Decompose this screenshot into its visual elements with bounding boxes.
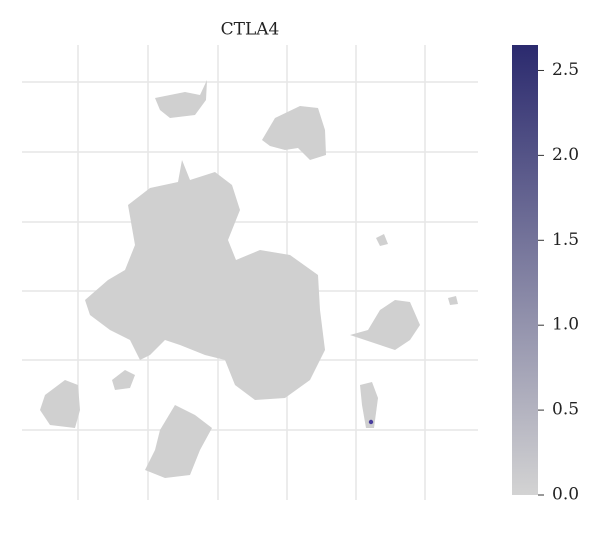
- chart-title: CTLA4: [221, 20, 280, 40]
- cell-cloud: [40, 80, 458, 478]
- colorbar: [512, 45, 538, 495]
- colorbar-tick-label: 2.0: [552, 145, 579, 165]
- colorbar-tick-label: 1.0: [552, 315, 579, 335]
- colorbar-tick-label: 0.0: [552, 485, 579, 505]
- colorbar-tick-label: 2.5: [552, 60, 579, 80]
- colorbar-tick-label: 1.5: [552, 230, 579, 250]
- colorbar-tick-label: 0.5: [552, 400, 579, 420]
- grid: [22, 45, 478, 500]
